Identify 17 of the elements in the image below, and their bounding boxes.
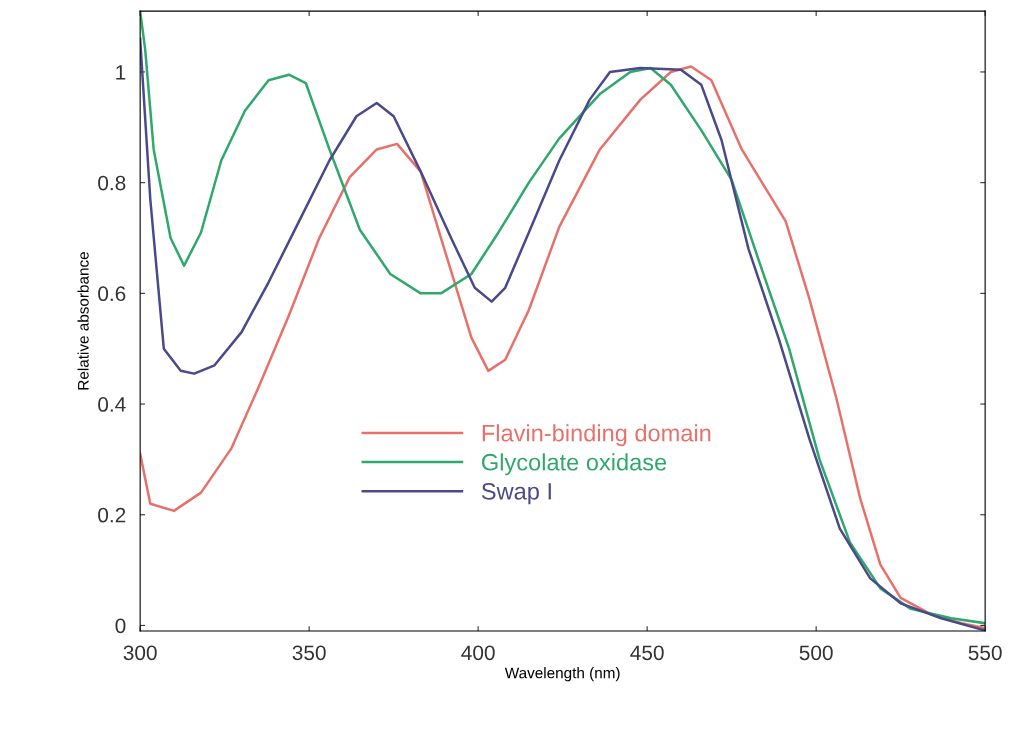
y-tick-label: 1 — [116, 65, 126, 80]
x-axis-title: Wavelength (nm) — [504, 667, 620, 682]
y-tick-label: 0.4 — [98, 397, 126, 412]
x-tick-label: 550 — [968, 645, 1002, 661]
legend-label: Swap I — [481, 482, 551, 505]
y-tick-label: 0.6 — [98, 286, 126, 302]
legend-label: Glycolate oxidase — [482, 453, 667, 476]
y-tick-label: 0.2 — [98, 507, 126, 523]
y-tick-label: 0 — [115, 618, 126, 634]
legend-label: Flavin-binding domain — [482, 424, 711, 447]
x-tick-label: 400 — [461, 645, 495, 661]
x-tick-label: 500 — [799, 645, 833, 661]
x-tick-label: 350 — [292, 645, 326, 661]
x-tick-label: 300 — [123, 645, 157, 661]
y-axis-title: Relative absorbance — [77, 252, 89, 390]
y-tick-label: 0.8 — [98, 175, 126, 191]
x-tick-label: 450 — [630, 645, 664, 661]
